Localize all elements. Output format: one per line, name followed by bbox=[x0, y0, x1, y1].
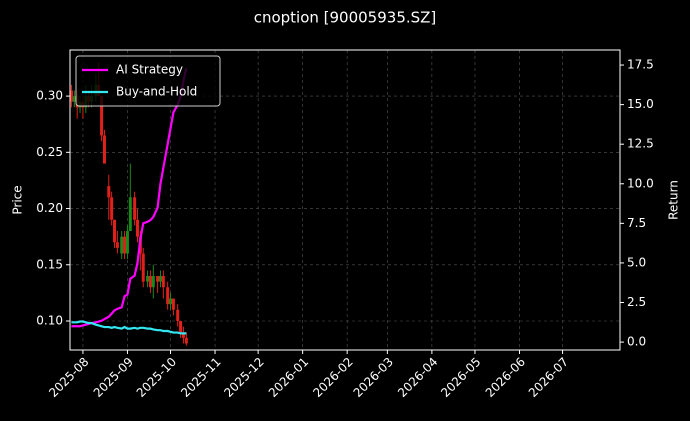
candle-body bbox=[146, 276, 150, 282]
candle-body bbox=[158, 276, 162, 282]
x-tick-label: 2025-10 bbox=[134, 355, 179, 400]
y-tick-label: 0.20 bbox=[36, 201, 63, 215]
candle-body bbox=[128, 197, 132, 232]
legend: AI Strategy Buy-and-Hold bbox=[75, 55, 221, 107]
x-tick-label: 2025-09 bbox=[91, 355, 136, 400]
candle-body bbox=[166, 287, 170, 305]
candle-body bbox=[115, 242, 119, 248]
y2-tick-label: 17.5 bbox=[627, 58, 654, 72]
y2-tick-label: 15.0 bbox=[627, 97, 654, 111]
candle-body bbox=[169, 298, 173, 305]
candle-body bbox=[171, 298, 175, 310]
candle-body bbox=[69, 90, 73, 102]
candle-body bbox=[176, 309, 180, 321]
candle-body bbox=[113, 219, 117, 243]
candle-body bbox=[135, 219, 139, 237]
candle-body bbox=[125, 231, 129, 254]
candle-body bbox=[184, 337, 188, 344]
chart-title: cnoption [90005935.SZ] bbox=[254, 9, 437, 27]
y-axis-label: Price bbox=[11, 185, 25, 214]
plot-frame bbox=[69, 49, 621, 351]
x-tick-label: 2025-12 bbox=[221, 355, 266, 400]
x-tick-label: 2026-06 bbox=[483, 355, 528, 400]
series-line bbox=[71, 320, 187, 335]
candle-body bbox=[100, 96, 104, 136]
y-tick-label: 0.25 bbox=[36, 145, 63, 159]
candle-body bbox=[151, 276, 155, 288]
candle-body bbox=[179, 320, 183, 333]
x-tick-label: 2025-08 bbox=[46, 355, 91, 400]
candle-body bbox=[123, 236, 127, 254]
legend-box bbox=[75, 55, 221, 107]
candle-body bbox=[141, 253, 145, 282]
x-tick-label: 2026-03 bbox=[351, 355, 396, 400]
candle-body bbox=[133, 197, 137, 220]
y2-tick-label: 7.5 bbox=[627, 216, 646, 230]
x-tick-label: 2026-01 bbox=[266, 355, 311, 400]
y-tick-label: 0.10 bbox=[36, 313, 63, 327]
x-tick-label: 2026-02 bbox=[310, 355, 355, 400]
x-tick-label: 2025-11 bbox=[178, 355, 223, 400]
y2-tick-label: 5.0 bbox=[627, 255, 646, 269]
legend-label: AI Strategy bbox=[116, 63, 183, 77]
y2-axis-label: Return bbox=[667, 180, 681, 220]
candle-body bbox=[161, 276, 165, 288]
candle-body bbox=[156, 276, 160, 282]
candle-body bbox=[148, 276, 152, 288]
candle-body bbox=[102, 135, 106, 164]
y2-tick-label: 2.5 bbox=[627, 295, 646, 309]
candle-body bbox=[181, 332, 185, 338]
candle-body bbox=[72, 96, 76, 102]
candle-body bbox=[107, 186, 111, 198]
legend-label: Buy-and-Hold bbox=[116, 85, 197, 99]
candle-body bbox=[120, 236, 124, 254]
x-tick-label: 2026-05 bbox=[438, 355, 483, 400]
y-tick-label: 0.15 bbox=[36, 257, 63, 271]
x-tick-label: 2026-04 bbox=[395, 355, 440, 400]
y2-tick-label: 0.0 bbox=[627, 335, 646, 349]
y-tick-label: 0.30 bbox=[36, 89, 63, 103]
y2-tick-label: 12.5 bbox=[627, 137, 654, 151]
y2-tick-label: 10.0 bbox=[627, 176, 654, 190]
x-tick-label: 2026-07 bbox=[526, 355, 571, 400]
candle-body bbox=[110, 197, 114, 220]
